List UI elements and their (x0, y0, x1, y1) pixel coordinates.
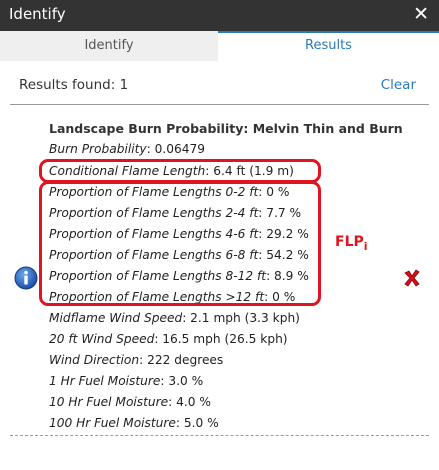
attribute-row: Burn Probability: 0.06479 (49, 142, 205, 156)
attribute-label: 20 ft Wind Speed (49, 332, 155, 346)
attribute-label: 100 Hr Fuel Moisture (49, 416, 176, 430)
attribute-row: Proportion of Flame Lengths 8-12 ft: 8.9… (49, 269, 309, 283)
delete-icon[interactable] (401, 267, 423, 289)
attribute-value: : 222 degrees (139, 353, 224, 367)
tab-results[interactable]: Results (218, 31, 439, 61)
attribute-row: Proportion of Flame Lengths 4-6 ft: 29.2… (49, 227, 309, 241)
attribute-value: : 54.2 % (258, 248, 309, 262)
info-icon[interactable] (14, 266, 38, 290)
clear-link[interactable]: Clear (380, 77, 416, 93)
window-titlebar: Identify ✕ (0, 0, 439, 31)
highlight-flame-length-proportions (39, 181, 321, 306)
attribute-label: Proportion of Flame Lengths 4-6 ft (49, 227, 259, 241)
attribute-row: Wind Direction: 222 degrees (49, 353, 223, 367)
attribute-row: 1 Hr Fuel Moisture: 3.0 % (49, 374, 203, 388)
attribute-label: Proportion of Flame Lengths 8-12 ft (49, 269, 267, 283)
attribute-value: : 0 % (258, 185, 290, 199)
attribute-row: Proportion of Flame Lengths 6-8 ft: 54.2… (49, 248, 309, 262)
attribute-value: : 0.06479 (146, 142, 205, 156)
attribute-label: 1 Hr Fuel Moisture (49, 374, 161, 388)
attribute-label: Midflame Wind Speed (49, 311, 183, 325)
flp-subscript: i (363, 239, 368, 253)
attribute-value: : 7.7 % (258, 206, 302, 220)
attribute-value: : 29.2 % (258, 227, 309, 241)
attribute-label: Wind Direction (49, 353, 140, 367)
attribute-label: Conditional Flame Length (49, 164, 206, 178)
attribute-label: 10 Hr Fuel Moisture (49, 395, 169, 409)
attribute-label: Proportion of Flame Lengths 6-8 ft (49, 248, 259, 262)
close-icon[interactable]: ✕ (413, 3, 429, 25)
attribute-value: : 5.0 % (175, 416, 219, 430)
attribute-value: : 16.5 mph (26.5 kph) (154, 332, 288, 346)
attribute-row: Midflame Wind Speed: 2.1 mph (3.3 kph) (49, 311, 300, 325)
tab-identify[interactable]: Identify (0, 31, 218, 61)
attribute-label: Proportion of Flame Lengths >12 ft (49, 290, 265, 304)
tab-bar: Identify Results (0, 31, 439, 61)
divider (10, 104, 429, 105)
attribute-label: Proportion of Flame Lengths 2-4 ft (49, 206, 259, 220)
attribute-label: Proportion of Flame Lengths 0-2 ft (49, 185, 259, 199)
highlight-conditional-flame-length (39, 159, 321, 183)
layer-title: Landscape Burn Probability: Melvin Thin … (49, 121, 403, 136)
results-count: Results found: 1 (19, 77, 129, 93)
attribute-row: Conditional Flame Length: 6.4 ft (1.9 m) (49, 164, 294, 178)
attribute-row: Proportion of Flame Lengths 0-2 ft: 0 % (49, 185, 290, 199)
attribute-row: 20 ft Wind Speed: 16.5 mph (26.5 kph) (49, 332, 288, 346)
attribute-row: Proportion of Flame Lengths >12 ft: 0 % (49, 290, 295, 304)
attribute-label: Burn Probability (49, 142, 147, 156)
flp-annotation: FLPi (335, 234, 368, 253)
window-title: Identify (9, 5, 66, 23)
attribute-value: : 0 % (264, 290, 296, 304)
attribute-value: : 2.1 mph (3.3 kph) (182, 311, 300, 325)
flp-label: FLP (335, 234, 364, 250)
results-end-divider (10, 435, 429, 436)
attribute-value: : 8.9 % (266, 269, 309, 283)
attribute-value: : 6.4 ft (1.9 m) (205, 164, 294, 178)
attribute-value: : 3.0 % (160, 374, 204, 388)
attribute-value: : 4.0 % (168, 395, 211, 409)
attribute-row: Proportion of Flame Lengths 2-4 ft: 7.7 … (49, 206, 301, 220)
attribute-row: 10 Hr Fuel Moisture: 4.0 % (49, 395, 211, 409)
attribute-row: 100 Hr Fuel Moisture: 5.0 % (49, 416, 219, 430)
